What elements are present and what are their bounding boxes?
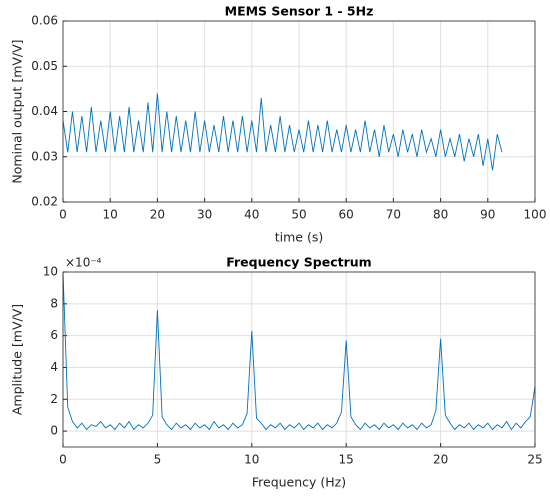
y-tick-label: 10 — [43, 265, 58, 279]
y-tick-label: 8 — [50, 296, 58, 310]
x-tick-label: 70 — [386, 208, 401, 222]
data-line — [62, 271, 536, 431]
chart-title: MEMS Sensor 1 - 5Hz — [225, 4, 374, 19]
x-tick-label: 100 — [524, 208, 547, 222]
x-tick-label: 80 — [433, 208, 448, 222]
x-tick-label: 20 — [433, 453, 448, 467]
x-tick-label: 90 — [480, 208, 495, 222]
y-tick-label: 4 — [50, 360, 58, 374]
chart-title: Frequency Spectrum — [226, 255, 371, 270]
x-axis-label: Frequency (Hz) — [252, 475, 346, 490]
x-tick-label: 0 — [59, 208, 67, 222]
x-tick-label: 0 — [59, 453, 67, 467]
x-tick-label: 30 — [197, 208, 212, 222]
x-axis-label: time (s) — [275, 230, 323, 245]
x-tick-label: 60 — [339, 208, 354, 222]
x-tick-label: 20 — [150, 208, 165, 222]
y-tick-label: 0.03 — [31, 149, 58, 163]
y-axis-label: Nominal output [mV/V] — [10, 39, 25, 183]
y-tick-label: 0.02 — [31, 195, 58, 209]
y-multiplier: ×10⁻⁴ — [65, 256, 102, 270]
plot-area — [63, 272, 535, 447]
y-tick-label: 2 — [50, 392, 58, 406]
y-tick-label: 0 — [50, 424, 58, 438]
x-tick-label: 15 — [339, 453, 354, 467]
x-tick-label: 10 — [244, 453, 259, 467]
y-tick-label: 0.04 — [31, 104, 58, 118]
x-tick-label: 40 — [244, 208, 259, 222]
axes-box — [62, 20, 536, 203]
y-tick-label: 6 — [50, 328, 58, 342]
y-axis-label: Amplitude [mV/V] — [10, 304, 25, 415]
x-tick-label: 10 — [103, 208, 118, 222]
x-tick-label: 5 — [154, 453, 162, 467]
x-tick-label: 50 — [291, 208, 306, 222]
y-tick-label: 0.05 — [31, 59, 58, 73]
axes-box — [62, 271, 536, 448]
y-tick-label: 0.06 — [31, 14, 58, 28]
data-line — [62, 93, 503, 171]
x-tick-label: 25 — [527, 453, 542, 467]
